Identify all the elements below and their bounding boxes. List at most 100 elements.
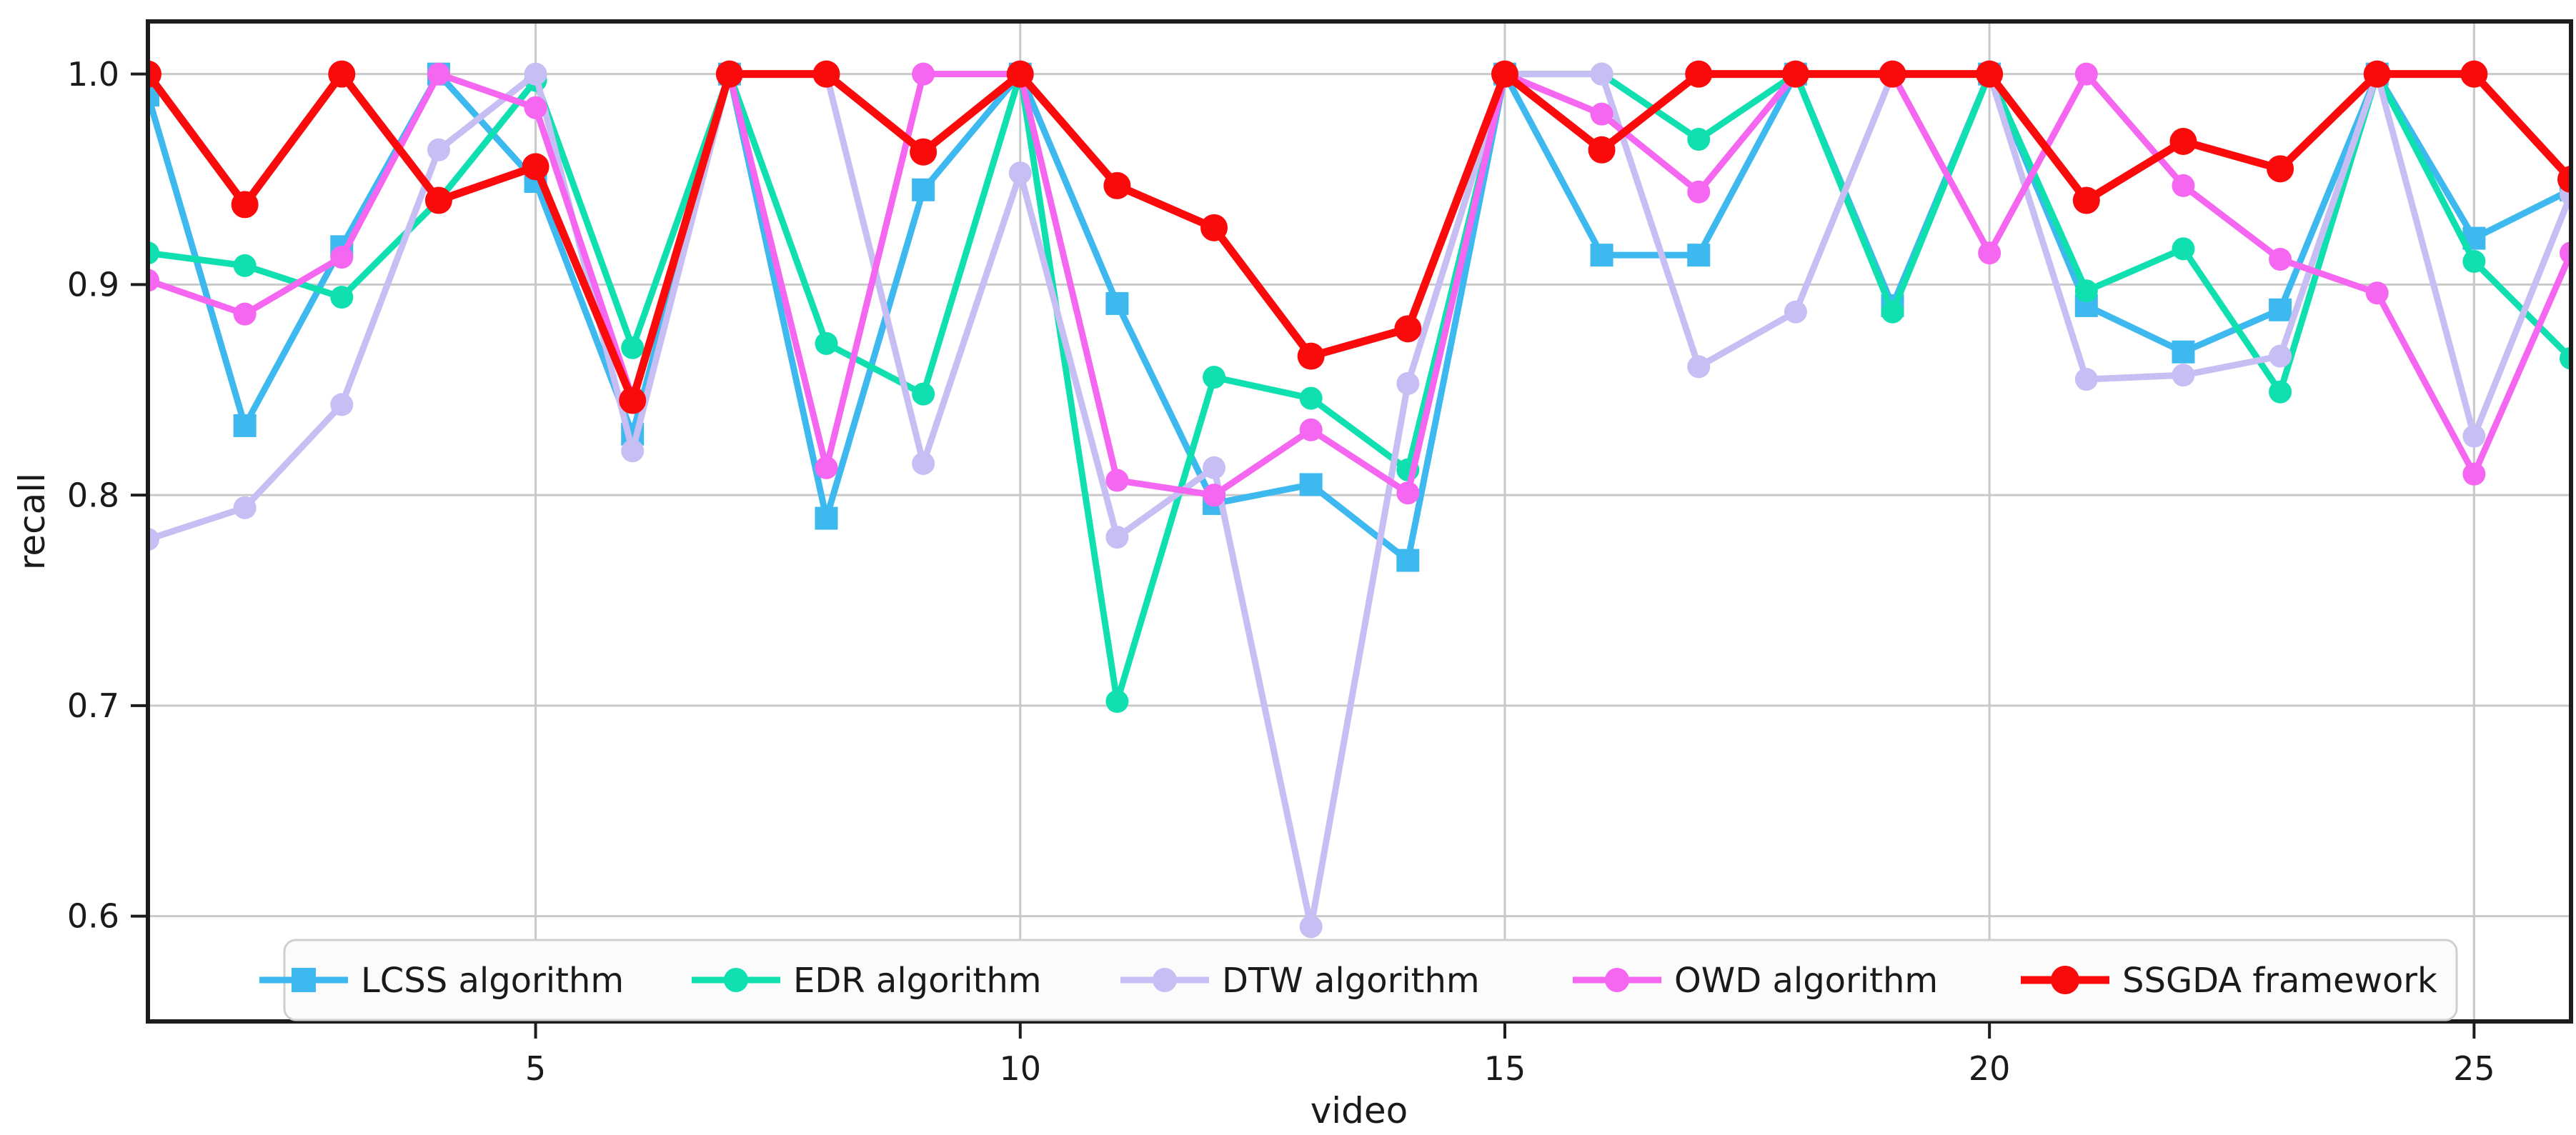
series-line	[148, 71, 2571, 564]
data-point	[2460, 60, 2488, 88]
data-point	[815, 331, 838, 355]
data-point	[1203, 456, 1226, 479]
data-point	[2462, 424, 2486, 448]
data-point	[1299, 386, 1323, 410]
x-tick-label: 15	[1484, 1049, 1526, 1088]
data-point	[2172, 174, 2195, 197]
data-point	[619, 386, 647, 414]
data-point	[2072, 186, 2100, 214]
data-point	[815, 506, 838, 530]
y-tick-label: 0.6	[67, 897, 119, 936]
x-tick-labels: 5 10 15 20 25	[525, 1049, 2495, 1088]
data-point	[912, 451, 935, 475]
data-point	[1299, 473, 1323, 496]
data-point	[621, 336, 645, 359]
data-point	[1687, 355, 1711, 379]
data-point	[1203, 366, 1226, 389]
data-point	[2172, 340, 2195, 364]
y-tick-label: 0.9	[67, 266, 119, 304]
data-point	[2269, 298, 2292, 321]
data-point	[1978, 241, 2001, 265]
data-point	[233, 414, 257, 437]
plot-border	[146, 19, 2573, 1024]
data-point	[2074, 62, 2098, 86]
data-point	[1590, 244, 1613, 267]
y-tick-label: 1.0	[67, 55, 119, 94]
data-point	[2462, 462, 2486, 486]
legend-marker	[2051, 966, 2079, 994]
y-axis-label: recall	[11, 473, 53, 570]
data-point	[1299, 418, 1323, 441]
data-point	[1105, 690, 1129, 713]
data-point	[1299, 915, 1323, 939]
x-axis-label: video	[1311, 1090, 1408, 1131]
data-point	[330, 393, 354, 416]
data-point	[1781, 60, 1809, 88]
data-point	[233, 302, 257, 326]
data-point	[1396, 371, 1420, 395]
legend: LCSS algorithm EDR algorithm DTW algorit…	[259, 939, 2458, 1021]
data-point	[1200, 214, 1228, 241]
data-point	[715, 60, 743, 88]
data-point	[1203, 484, 1226, 507]
legend-item-lcss: LCSS algorithm	[361, 961, 624, 1001]
data-point	[1396, 549, 1420, 572]
data-point	[148, 269, 159, 292]
x-tick-label: 5	[525, 1049, 546, 1088]
data-point	[2363, 60, 2391, 88]
gridlines	[148, 21, 2571, 1021]
series-ssgda-framework	[148, 60, 2571, 414]
series-line	[148, 70, 2571, 405]
legend-item-owd: OWD algorithm	[1674, 961, 1938, 1001]
data-point	[1103, 171, 1131, 199]
data-point	[1784, 300, 1807, 324]
data-point	[2269, 248, 2292, 271]
data-point	[424, 186, 452, 214]
data-point	[1105, 469, 1129, 492]
data-point	[1687, 244, 1711, 267]
data-point	[1394, 315, 1422, 343]
data-point	[524, 62, 547, 86]
data-point	[812, 60, 840, 88]
data-point	[2074, 279, 2098, 303]
data-point	[1105, 291, 1129, 315]
data-point	[1976, 60, 2004, 88]
data-point	[2269, 380, 2292, 404]
y-tick-label: 0.7	[67, 686, 119, 725]
data-point	[1396, 481, 1420, 505]
data-point	[231, 191, 259, 219]
x-tick-label: 25	[2453, 1049, 2495, 1088]
data-point	[328, 60, 356, 88]
legend-handle-owd-algorithm	[1573, 968, 1661, 992]
data-point	[330, 246, 354, 269]
series-owd-algorithm	[148, 62, 2571, 507]
legend-handles	[259, 966, 2109, 994]
data-point	[2172, 237, 2195, 261]
data-point	[2560, 346, 2571, 370]
data-point	[1105, 526, 1129, 549]
data-point	[2269, 344, 2292, 368]
series-line	[148, 71, 2571, 499]
data-point	[522, 153, 549, 181]
series-layer	[148, 60, 2571, 939]
legend-handle-ssgda-framework	[2021, 966, 2109, 994]
data-point	[1006, 60, 1034, 88]
data-point	[148, 60, 161, 88]
data-point	[1588, 136, 1616, 164]
legend-marker	[1605, 968, 1629, 992]
legend-item-edr: EDR algorithm	[793, 961, 1042, 1001]
legend-item-ssgda: SSGDA framework	[2122, 961, 2437, 1001]
data-point	[330, 286, 354, 309]
data-point	[1685, 60, 1713, 88]
data-point	[1008, 161, 1032, 185]
legend-handle-edr-algorithm	[692, 968, 780, 992]
data-point	[2365, 281, 2389, 305]
data-point	[815, 456, 838, 479]
data-point	[1881, 300, 1904, 324]
series-line	[148, 71, 2571, 930]
data-point	[2169, 128, 2197, 155]
data-point	[2462, 250, 2486, 273]
data-point	[1590, 102, 1613, 126]
